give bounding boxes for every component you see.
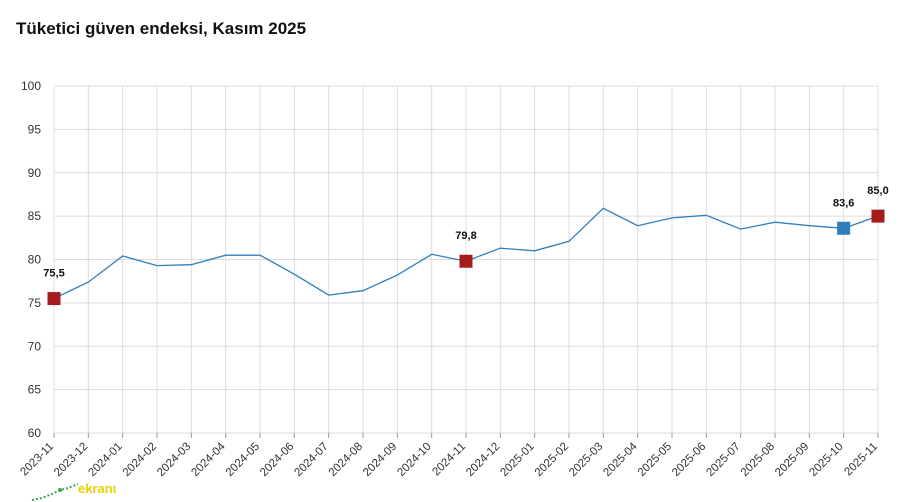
- data-label: 83,6: [833, 197, 854, 209]
- highlight-marker: [837, 221, 851, 235]
- highlight-marker-layer: [47, 209, 885, 306]
- y-tick-label: 65: [28, 383, 42, 397]
- x-tick-label: 2025-05: [636, 441, 674, 479]
- x-tick-label: 2025-08: [739, 441, 777, 479]
- data-label: 85,0: [867, 185, 888, 197]
- y-tick-label: 60: [28, 426, 42, 440]
- x-tick-label: 2024-02: [121, 441, 159, 479]
- x-tick-label: 2024-12: [464, 441, 502, 479]
- chart-title: Tüketici güven endeksi, Kasım 2025: [16, 19, 307, 38]
- x-tick-label: 2025-06: [670, 441, 708, 479]
- y-tick-label: 90: [28, 166, 42, 180]
- y-axis: 60 65 70 75 80 85 90 95 100: [21, 79, 41, 440]
- y-tick-label: 85: [28, 209, 42, 223]
- y-tick-label: 80: [28, 253, 42, 267]
- grid-layer: [53, 85, 879, 434]
- x-tick-label: 2025-09: [773, 441, 811, 479]
- highlight-marker: [47, 292, 61, 306]
- x-tick-label: 2025-10: [807, 441, 845, 479]
- highlight-marker: [459, 254, 473, 268]
- x-tick-label: 2023-12: [52, 441, 90, 479]
- x-tick-label: 2024-07: [292, 441, 330, 479]
- y-tick-label: 100: [21, 79, 41, 93]
- highlight-marker: [871, 209, 885, 223]
- x-tick-label: 2024-04: [189, 440, 228, 479]
- data-label-layer: 75,5 79,8 83,6 85,0: [43, 185, 888, 279]
- logo-text: ekranı: [78, 481, 117, 496]
- x-tick-label: 2024-10: [395, 441, 433, 479]
- y-tick-label: 95: [28, 122, 42, 136]
- x-tick-label: 2025-04: [601, 440, 640, 479]
- x-tick-label: 2025-02: [533, 441, 571, 479]
- x-tick-label: 2025-11: [842, 441, 880, 479]
- x-tick-label: 2024-03: [155, 441, 193, 479]
- y-tick-label: 70: [28, 339, 42, 353]
- x-tick-label: 2024-05: [224, 441, 262, 479]
- x-axis: 2023-112023-122024-012024-022024-032024-…: [18, 433, 880, 479]
- x-tick-label: 2023-11: [18, 441, 56, 479]
- x-tick-label: 2024-01: [86, 441, 124, 479]
- data-label: 75,5: [43, 268, 64, 280]
- data-label: 79,8: [455, 230, 476, 242]
- x-tick-label: 2024-11: [430, 441, 468, 479]
- y-tick-label: 75: [28, 296, 42, 310]
- x-tick-label: 2025-03: [567, 441, 605, 479]
- x-tick-label: 2024-08: [327, 441, 365, 479]
- x-tick-label: 2024-06: [258, 441, 296, 479]
- x-tick-label: 2025-01: [498, 441, 536, 479]
- x-tick-label: 2024-09: [361, 441, 399, 479]
- x-tick-label: 2025-07: [704, 441, 742, 479]
- logo-icon: [31, 483, 79, 501]
